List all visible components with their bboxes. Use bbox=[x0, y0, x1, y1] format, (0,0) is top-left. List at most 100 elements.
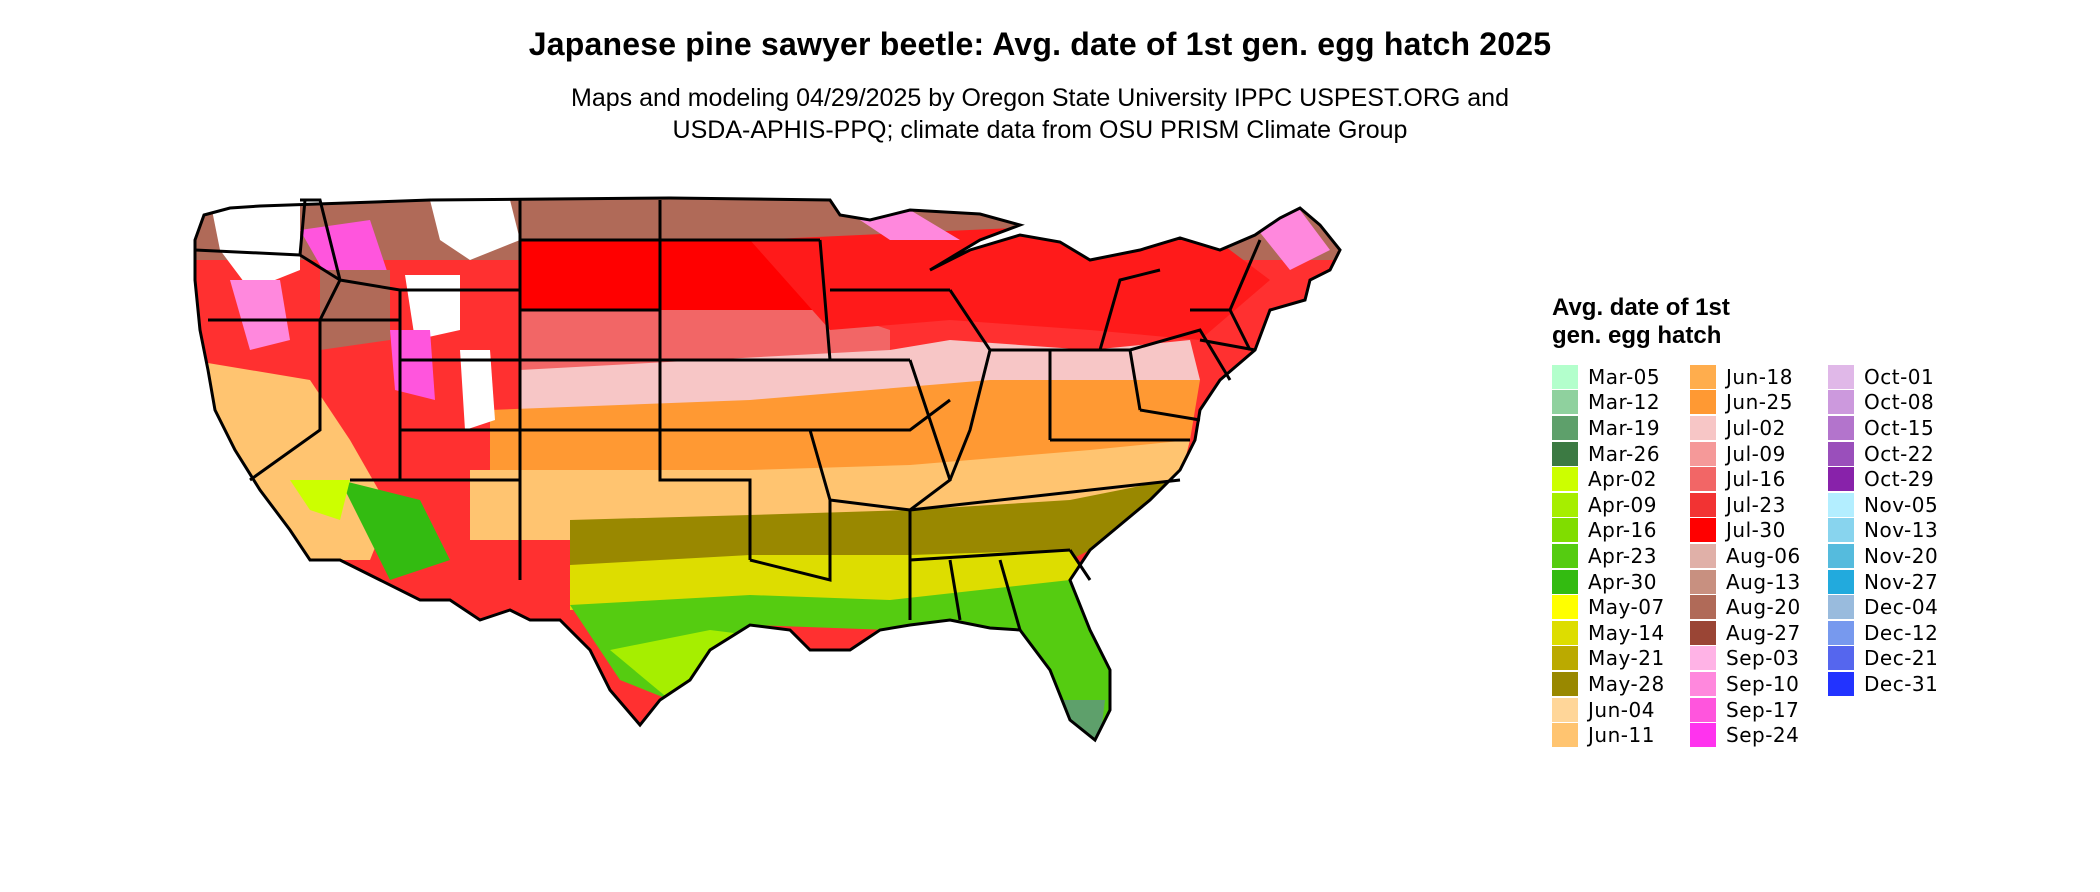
legend-item: Sep-03 bbox=[1690, 646, 1820, 672]
legend-item: Jun-25 bbox=[1690, 390, 1820, 416]
legend-swatch bbox=[1690, 543, 1716, 568]
legend-item: Oct-08 bbox=[1828, 390, 1958, 416]
us-phenology-map bbox=[193, 196, 1342, 743]
legend-label: Jul-02 bbox=[1726, 415, 1786, 440]
legend-item: Nov-27 bbox=[1828, 569, 1958, 595]
legend-item: Nov-20 bbox=[1828, 543, 1958, 569]
legend-label: Dec-31 bbox=[1864, 671, 1939, 696]
legend-label: Dec-04 bbox=[1864, 595, 1939, 620]
legend-item: Sep-24 bbox=[1690, 722, 1820, 748]
legend-label: Oct-22 bbox=[1864, 441, 1935, 466]
legend-swatch bbox=[1552, 467, 1578, 492]
legend-swatch bbox=[1828, 543, 1854, 568]
legend-item: Jul-09 bbox=[1690, 441, 1820, 467]
legend-label: Jul-16 bbox=[1726, 467, 1786, 492]
legend-swatch bbox=[1552, 543, 1578, 568]
legend-label: Jun-11 bbox=[1588, 723, 1655, 748]
legend-item: May-21 bbox=[1552, 646, 1682, 672]
legend-swatch bbox=[1552, 364, 1578, 389]
legend-label: Aug-27 bbox=[1726, 620, 1801, 645]
legend: Avg. date of 1st gen. egg hatch Mar-05 Ma… bbox=[1552, 294, 2092, 748]
state-borders bbox=[193, 196, 1342, 743]
legend-label: May-28 bbox=[1588, 671, 1665, 696]
legend-label: May-14 bbox=[1588, 620, 1665, 645]
legend-label: Jun-04 bbox=[1588, 697, 1655, 722]
legend-item: Jun-04 bbox=[1552, 697, 1682, 723]
legend-swatch bbox=[1828, 467, 1854, 492]
legend-item: Sep-17 bbox=[1690, 697, 1820, 723]
legend-item: Jul-23 bbox=[1690, 492, 1820, 518]
legend-swatch bbox=[1690, 390, 1716, 415]
legend-swatch bbox=[1552, 595, 1578, 620]
legend-item: Mar-26 bbox=[1552, 441, 1682, 467]
legend-item: Jul-02 bbox=[1690, 415, 1820, 441]
legend-swatch bbox=[1828, 671, 1854, 696]
legend-label: Jun-18 bbox=[1726, 364, 1793, 389]
legend-swatch bbox=[1828, 492, 1854, 517]
legend-swatch bbox=[1690, 492, 1716, 517]
legend-item: Aug-13 bbox=[1690, 569, 1820, 595]
legend-swatch bbox=[1690, 518, 1716, 543]
legend-item: Apr-16 bbox=[1552, 518, 1682, 544]
legend-label: Jul-23 bbox=[1726, 492, 1786, 517]
legend-swatch bbox=[1828, 441, 1854, 466]
legend-swatch bbox=[1828, 518, 1854, 543]
legend-item: Apr-02 bbox=[1552, 466, 1682, 492]
legend-swatch bbox=[1552, 441, 1578, 466]
legend-swatch bbox=[1690, 723, 1716, 748]
legend-swatch bbox=[1828, 595, 1854, 620]
hatch-date-raster bbox=[195, 198, 1340, 740]
legend-label: May-21 bbox=[1588, 646, 1665, 671]
legend-item: Oct-01 bbox=[1828, 364, 1958, 390]
legend-item: Apr-30 bbox=[1552, 569, 1682, 595]
legend-label: Jul-09 bbox=[1726, 441, 1786, 466]
legend-label: Aug-13 bbox=[1726, 569, 1801, 594]
legend-swatch bbox=[1828, 415, 1854, 440]
legend-item: Jun-18 bbox=[1690, 364, 1820, 390]
legend-item: May-07 bbox=[1552, 594, 1682, 620]
legend-label: Oct-29 bbox=[1864, 467, 1935, 492]
legend-item: Jul-16 bbox=[1690, 466, 1820, 492]
legend-item: Mar-19 bbox=[1552, 415, 1682, 441]
legend-swatch bbox=[1552, 620, 1578, 645]
legend-item: Dec-31 bbox=[1828, 671, 1958, 697]
legend-item: Dec-21 bbox=[1828, 646, 1958, 672]
legend-swatch bbox=[1690, 364, 1716, 389]
legend-label: Apr-02 bbox=[1588, 467, 1657, 492]
legend-item: Sep-10 bbox=[1690, 671, 1820, 697]
legend-item: Aug-20 bbox=[1690, 594, 1820, 620]
legend-item: Oct-15 bbox=[1828, 415, 1958, 441]
legend-label: Nov-27 bbox=[1864, 569, 1939, 594]
legend-columns: Mar-05 Mar-12 Mar-19 Mar-26 Apr-02 Apr-09 Apr-… bbox=[1552, 364, 2092, 748]
legend-label: Dec-21 bbox=[1864, 646, 1939, 671]
legend-swatch bbox=[1828, 390, 1854, 415]
legend-item: May-28 bbox=[1552, 671, 1682, 697]
legend-label: Nov-20 bbox=[1864, 543, 1939, 568]
legend-label: Mar-26 bbox=[1588, 441, 1661, 466]
legend-label: Sep-03 bbox=[1726, 646, 1800, 671]
legend-swatch bbox=[1552, 569, 1578, 594]
legend-swatch bbox=[1828, 569, 1854, 594]
legend-label: Sep-10 bbox=[1726, 671, 1800, 696]
legend-label: Aug-20 bbox=[1726, 595, 1801, 620]
legend-label: Sep-17 bbox=[1726, 697, 1800, 722]
legend-swatch bbox=[1690, 569, 1716, 594]
map-title: Japanese pine sawyer beetle: Avg. date o… bbox=[528, 26, 1552, 62]
legend-label: Apr-23 bbox=[1588, 543, 1657, 568]
legend-swatch bbox=[1690, 595, 1716, 620]
legend-label: Apr-30 bbox=[1588, 569, 1657, 594]
legend-item: Dec-12 bbox=[1828, 620, 1958, 646]
legend-item: May-14 bbox=[1552, 620, 1682, 646]
legend-swatch bbox=[1552, 518, 1578, 543]
legend-label: Mar-19 bbox=[1588, 415, 1661, 440]
legend-label: Mar-05 bbox=[1588, 364, 1661, 389]
legend-swatch bbox=[1690, 620, 1716, 645]
legend-item: Oct-22 bbox=[1828, 441, 1958, 467]
legend-swatch bbox=[1552, 415, 1578, 440]
legend-column: Jun-18 Jun-25 Jul-02 Jul-09 Jul-16 Jul-23 Jul-… bbox=[1690, 364, 1820, 748]
legend-column: Mar-05 Mar-12 Mar-19 Mar-26 Apr-02 Apr-09 Apr-… bbox=[1552, 364, 1682, 748]
legend-swatch bbox=[1690, 415, 1716, 440]
legend-item: Nov-13 bbox=[1828, 518, 1958, 544]
legend-swatch bbox=[1690, 697, 1716, 722]
legend-label: Oct-01 bbox=[1864, 364, 1935, 389]
